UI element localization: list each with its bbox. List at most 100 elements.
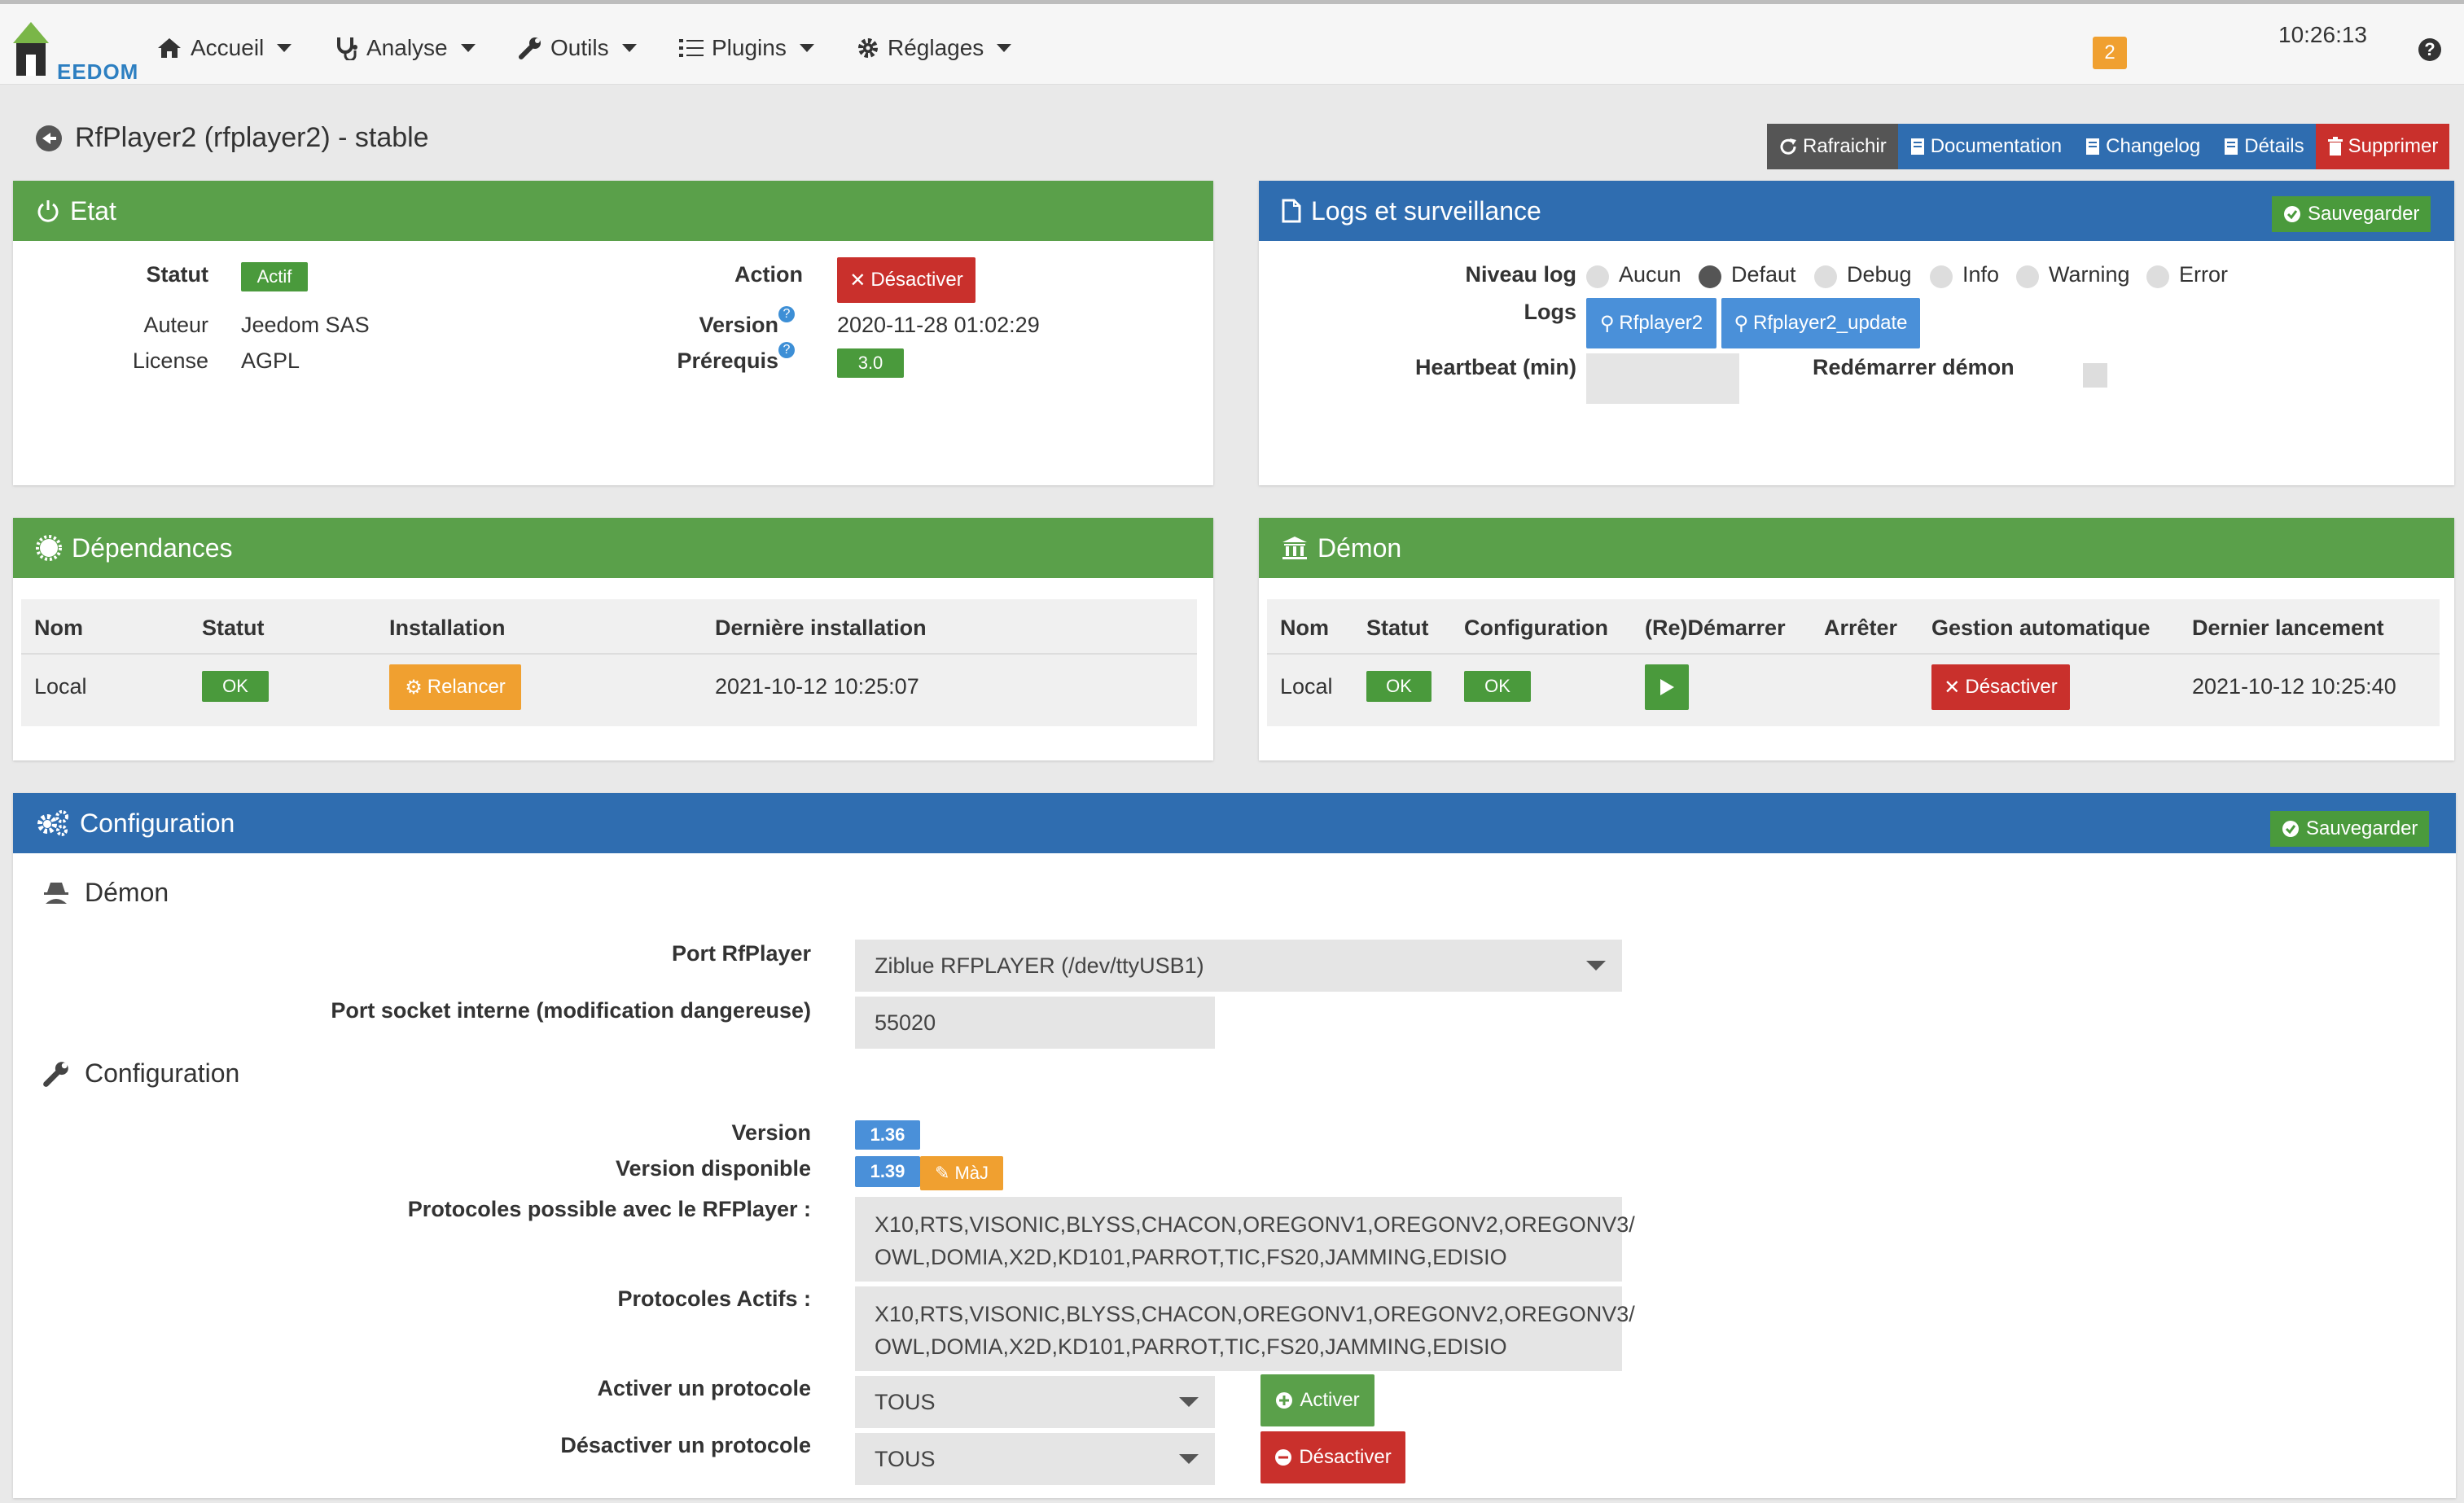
demon-header: Démon xyxy=(1259,518,2454,578)
etat-header: Etat xyxy=(13,181,1213,241)
log-rfplayer2-button[interactable]: ⚲ Rfplayer2 xyxy=(1586,298,1716,348)
minus-circle-icon xyxy=(1275,1449,1292,1466)
activer-protocole-label: Activer un protocole xyxy=(597,1376,811,1400)
refresh-label: Rafraichir xyxy=(1803,135,1887,157)
bicycle-icon: ⚙ xyxy=(405,676,423,699)
socket-input[interactable]: 55020 xyxy=(855,997,1215,1049)
delete-button[interactable]: Supprimer xyxy=(2315,124,2450,169)
dependances-table: Nom Statut Installation Dernière install… xyxy=(21,599,1197,726)
book-icon xyxy=(2086,138,2100,155)
nav-analyse[interactable]: Analyse xyxy=(335,35,476,61)
radio-defaut[interactable] xyxy=(1699,265,1721,288)
license-label: License xyxy=(132,348,208,373)
version-label: Version xyxy=(648,313,778,338)
heartbeat-input[interactable] xyxy=(1586,353,1739,404)
nav-outils[interactable]: Outils xyxy=(518,35,637,61)
radio-debug[interactable] xyxy=(1814,265,1837,288)
paperclip-icon: ⚲ xyxy=(1734,312,1749,335)
configuration-header: Configuration xyxy=(13,793,2456,853)
port-rfplayer-select[interactable]: Ziblue RFPLAYER (/dev/ttyUSB1) xyxy=(855,940,1622,992)
question-circle-icon[interactable]: ? xyxy=(778,342,795,358)
changelog-label: Changelog xyxy=(2106,135,2201,157)
logs-save-label: Sauvegarder xyxy=(2308,203,2420,225)
documentation-label: Documentation xyxy=(1930,135,2063,157)
jeedom-logo[interactable]: EEDOM xyxy=(10,15,138,84)
radio-aucun[interactable] xyxy=(1586,265,1609,288)
redemarrer-demon-checkbox[interactable] xyxy=(2083,363,2107,388)
start-demon-button[interactable] xyxy=(1645,664,1689,710)
wrench-icon xyxy=(519,37,541,59)
relancer-button[interactable]: ⚙ Relancer xyxy=(389,664,521,710)
activer-protocole-select[interactable]: TOUS xyxy=(855,1376,1215,1428)
radio-error[interactable] xyxy=(2146,265,2169,288)
clock: 10:26:13 xyxy=(2278,22,2367,47)
demon-row-statut-badge: OK xyxy=(1366,671,1431,702)
desactiver-protocole-select[interactable]: TOUS xyxy=(855,1433,1215,1485)
back-arrow-icon[interactable] xyxy=(36,125,62,151)
maj-button[interactable]: ✎ MàJ xyxy=(920,1156,1003,1190)
activer-protocole-label-text: Activer xyxy=(1300,1389,1360,1411)
activer-protocole-button[interactable]: Activer xyxy=(1260,1374,1374,1426)
table-divider xyxy=(21,653,1197,655)
log-rfplayer2-update-button[interactable]: ⚲ Rfplayer2_update xyxy=(1721,298,1920,348)
question-circle-icon[interactable]: ? xyxy=(778,306,795,322)
action-label: Action xyxy=(734,262,803,287)
notification-badge[interactable]: 2 xyxy=(2093,37,2127,69)
logs-header: Logs et surveillance xyxy=(1259,181,2454,241)
protocoles-possible-textarea[interactable]: X10,RTS,VISONIC,BLYSS,CHACON,OREGONV1,OR… xyxy=(855,1197,1635,1282)
col-statut: Statut xyxy=(202,616,265,640)
protocoles-actifs-line1: X10,RTS,VISONIC,BLYSS,CHACON,OREGONV1,OR… xyxy=(875,1302,1635,1326)
nav-reglages[interactable]: Réglages xyxy=(857,35,1012,61)
dependances-title: Dépendances xyxy=(72,532,233,563)
dep-row-derniere: 2021-10-12 10:25:07 xyxy=(715,674,919,699)
page-title: RfPlayer2 (rfplayer2) - stable xyxy=(36,122,429,154)
documentation-button[interactable]: Documentation xyxy=(1897,124,2074,169)
radio-defaut-label: Defaut xyxy=(1731,262,1796,287)
desactiver-protocole-label-text: Désactiver xyxy=(1299,1446,1392,1468)
dependances-header: Dépendances xyxy=(13,518,1213,578)
nav-outils-label: Outils xyxy=(550,35,609,60)
dependances-panel: Dépendances Nom Statut Installation Dern… xyxy=(13,518,1213,760)
demon-subheading-text: Démon xyxy=(85,878,169,907)
etat-title: Etat xyxy=(70,195,116,226)
desactiver-protocole-button[interactable]: Désactiver xyxy=(1260,1431,1405,1483)
plus-circle-icon xyxy=(1276,1392,1293,1409)
stethoscope-icon xyxy=(337,37,357,60)
config-save-label: Sauvegarder xyxy=(2306,817,2418,839)
config-save-button[interactable]: Sauvegarder xyxy=(2270,811,2430,847)
nav-plugins[interactable]: Plugins xyxy=(679,35,814,61)
radio-warning-label: Warning xyxy=(2049,262,2130,287)
col-statut: Statut xyxy=(1366,616,1429,640)
dep-row-statut-badge: OK xyxy=(202,671,269,702)
relancer-label: Relancer xyxy=(427,676,506,698)
help-icon[interactable]: ? xyxy=(2418,38,2441,61)
maj-label: MàJ xyxy=(954,1163,989,1183)
nav-accueil[interactable]: Accueil xyxy=(156,35,292,61)
cogs-icon xyxy=(37,810,68,836)
logs-save-button[interactable]: Sauvegarder xyxy=(2272,196,2431,232)
details-button[interactable]: Détails xyxy=(2212,124,2316,169)
wrench-icon xyxy=(43,1061,68,1087)
desactiver-plugin-button[interactable]: ✕ Désactiver xyxy=(837,257,976,303)
col-dernier-lancement: Dernier lancement xyxy=(2192,616,2384,640)
refresh-button[interactable]: Rafraichir xyxy=(1767,124,1898,169)
caret-down-icon xyxy=(277,44,292,52)
nav-analyse-label: Analyse xyxy=(366,35,448,60)
caret-down-icon xyxy=(799,44,814,52)
university-icon xyxy=(1282,537,1307,559)
nav-plugins-label: Plugins xyxy=(712,35,787,60)
book-icon xyxy=(2225,138,2238,155)
table-divider xyxy=(1267,653,2440,655)
gestion-desactiver-button[interactable]: ✕ Désactiver xyxy=(1931,664,2070,710)
radio-warning[interactable] xyxy=(2016,265,2039,288)
logs-label: Logs xyxy=(1524,300,1577,324)
version-label: Version xyxy=(731,1120,811,1145)
desactiver-label: Désactiver xyxy=(870,269,963,291)
auteur-label: Auteur xyxy=(143,313,208,337)
changelog-button[interactable]: Changelog xyxy=(2073,124,2212,169)
cogs-icon xyxy=(858,38,878,58)
demon-row-nom: Local xyxy=(1280,674,1333,699)
radio-info[interactable] xyxy=(1930,265,1953,288)
protocoles-actifs-textarea[interactable]: X10,RTS,VISONIC,BLYSS,CHACON,OREGONV1,OR… xyxy=(855,1286,1635,1371)
version-value: 2020-11-28 01:02:29 xyxy=(837,313,1040,337)
